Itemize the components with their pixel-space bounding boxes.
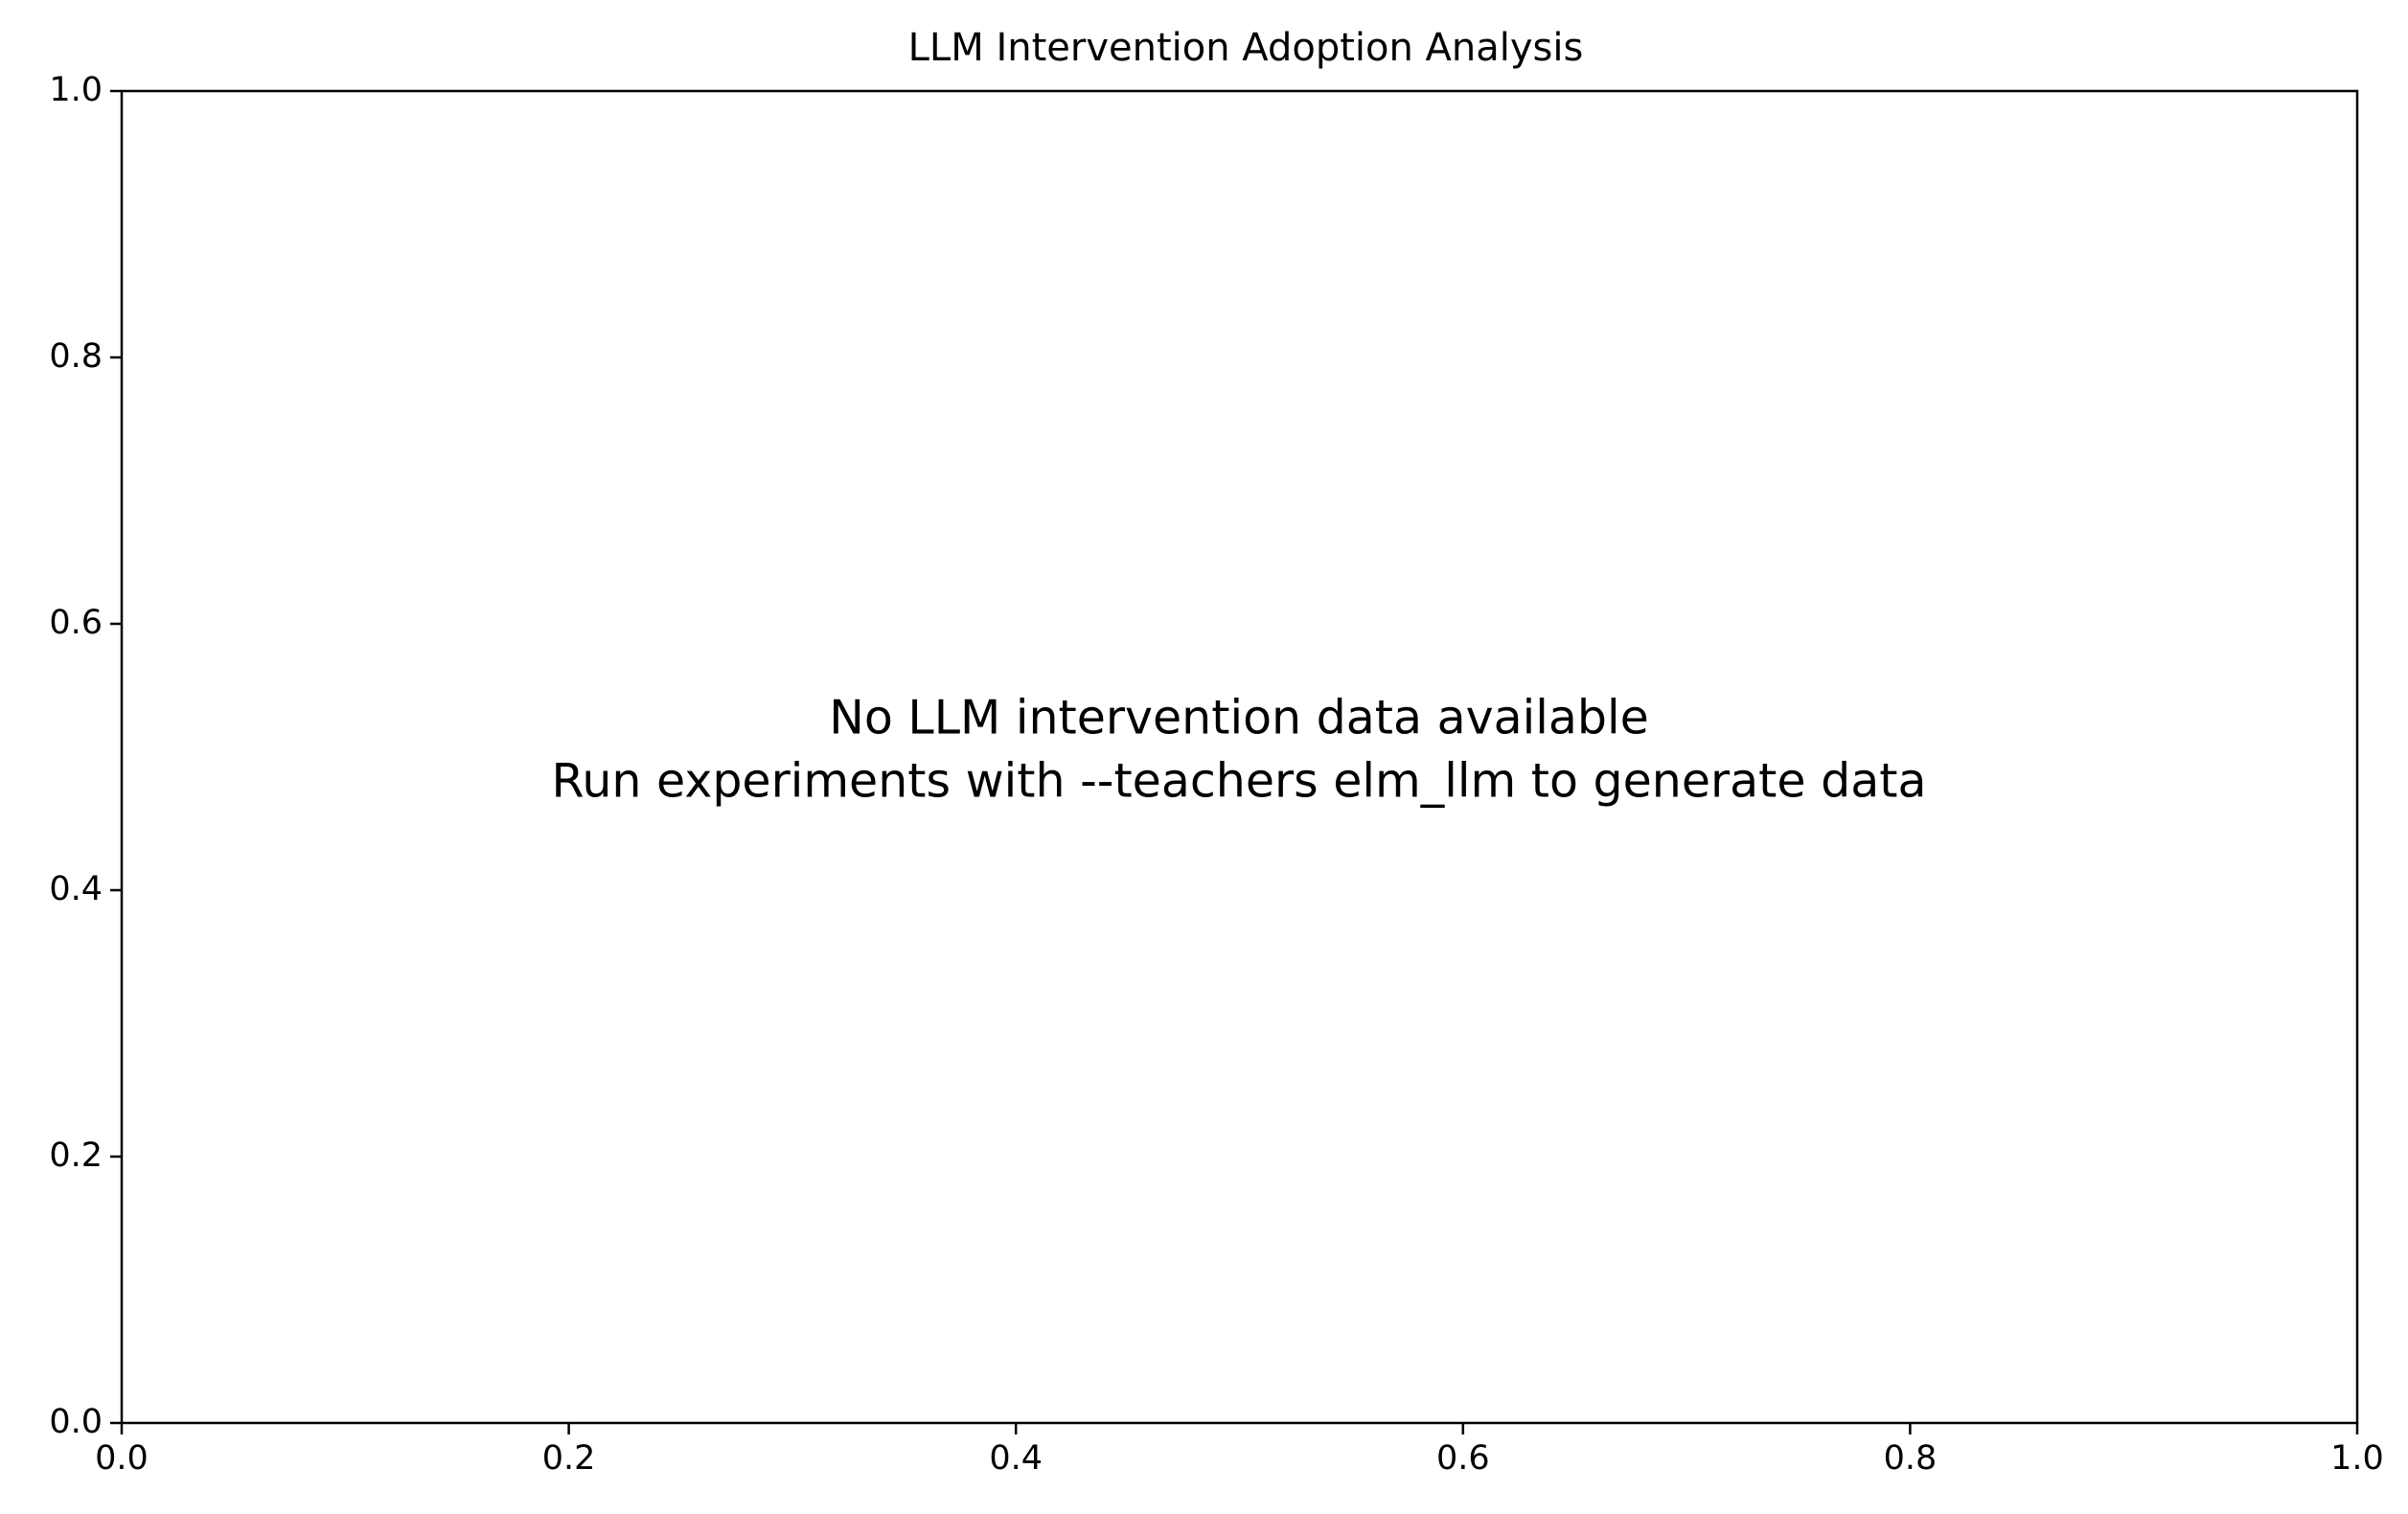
no-data-message-line-2: Run experiments with --teachers elm_llm … (552, 754, 1927, 809)
x-tick-label: 0.8 (1884, 1439, 1938, 1478)
y-tick-label: 0.8 (49, 337, 103, 376)
x-axis: 0.0 0.2 0.4 0.6 0.8 1.0 (95, 1423, 2384, 1478)
x-tick-label: 0.4 (989, 1439, 1043, 1478)
x-tick-label: 0.0 (95, 1439, 149, 1478)
x-tick-label: 0.6 (1436, 1439, 1490, 1478)
chart-title: LLM Intervention Adoption Analysis (908, 26, 1584, 70)
y-tick-label: 0.0 (49, 1403, 103, 1441)
plot-area-frame (120, 89, 2359, 1425)
y-axis: 0.0 0.2 0.4 0.6 0.8 1.0 (49, 71, 122, 1441)
no-data-message-line-1: No LLM intervention data available (829, 691, 1649, 746)
x-tick-label: 0.2 (542, 1439, 596, 1478)
x-tick-label: 1.0 (2330, 1439, 2384, 1478)
y-tick-label: 0.4 (49, 870, 103, 908)
y-tick-label: 0.6 (49, 604, 103, 642)
y-tick-label: 1.0 (49, 71, 103, 109)
y-tick-label: 0.2 (49, 1136, 103, 1175)
